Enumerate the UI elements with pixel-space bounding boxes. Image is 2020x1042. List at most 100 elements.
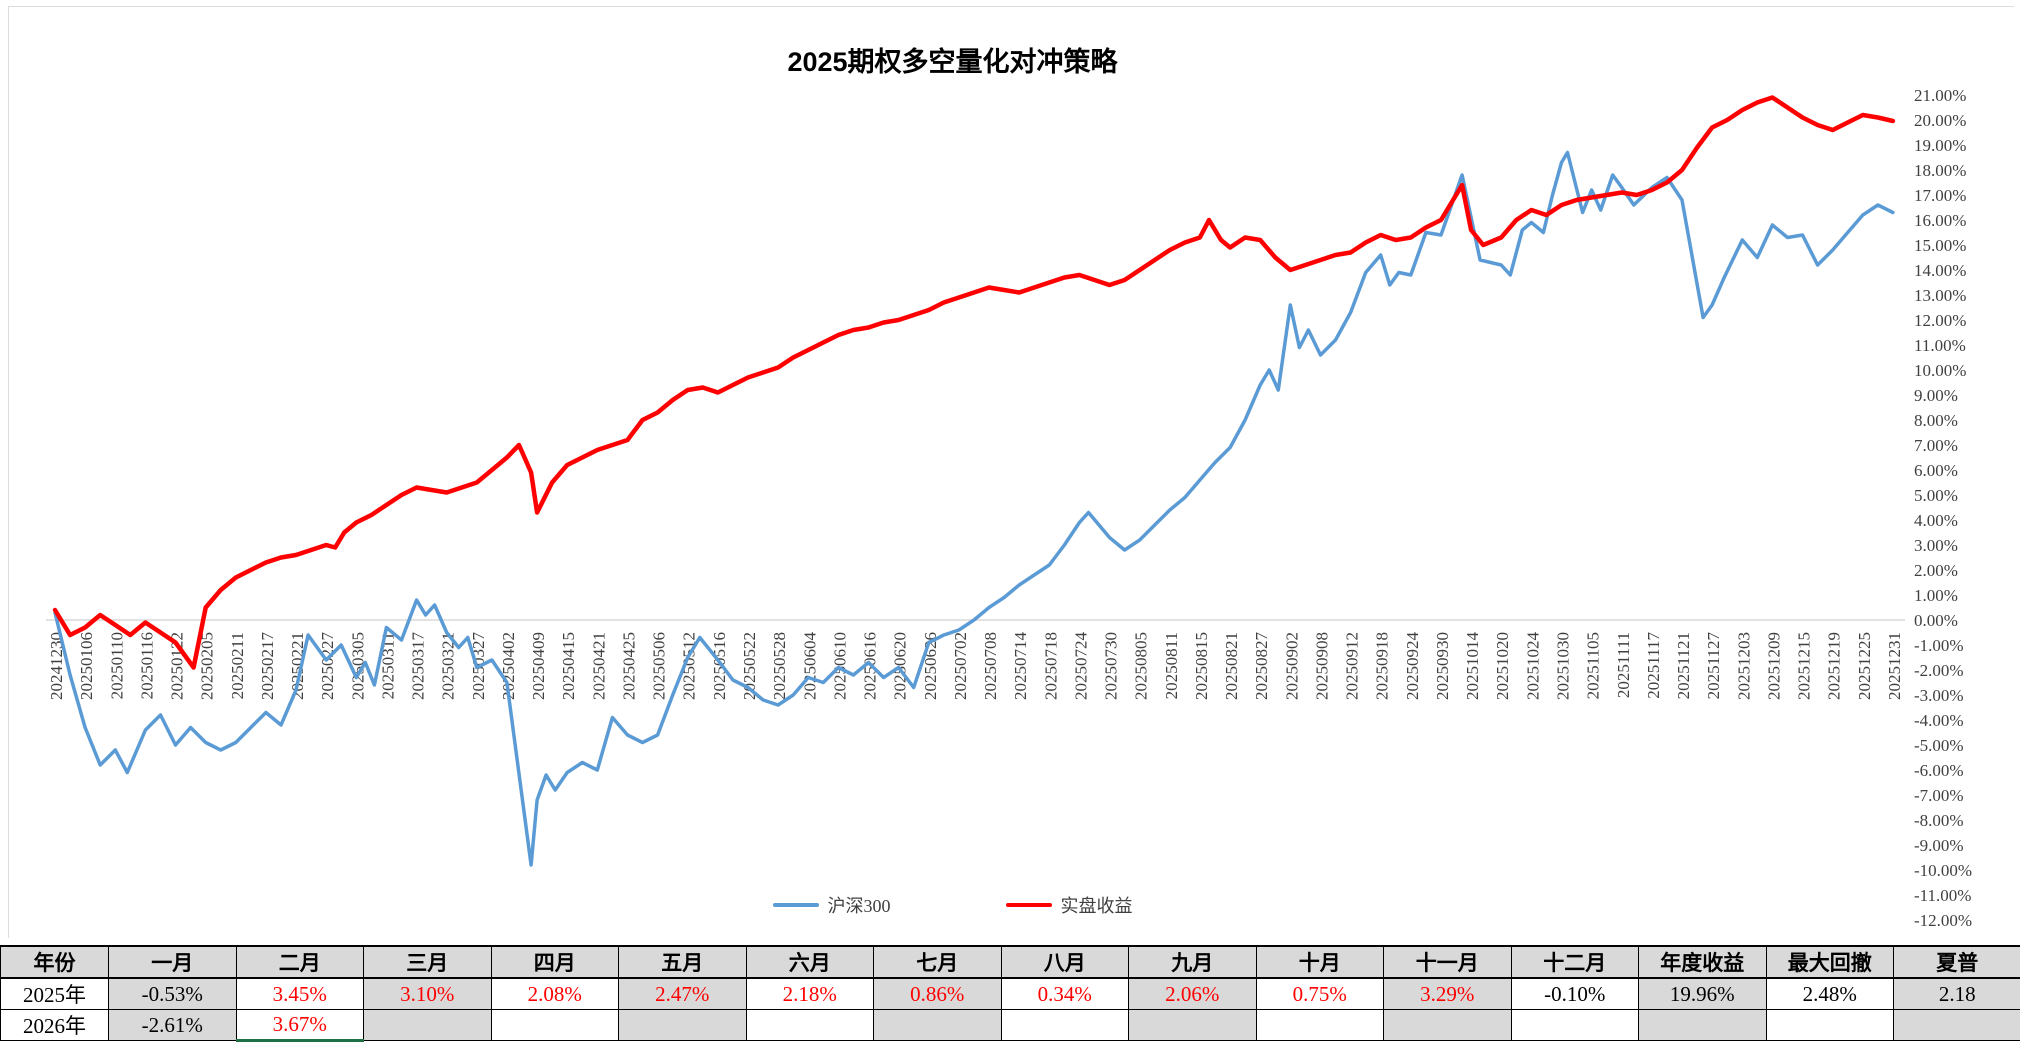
x-tick-label: 20250415 (559, 632, 578, 700)
table-cell[interactable]: -0.10% (1511, 978, 1639, 1010)
table-cell[interactable] (364, 1010, 492, 1041)
table-cell[interactable] (1001, 1010, 1129, 1041)
table-cell[interactable] (1766, 1010, 1894, 1041)
x-tick-label: 20250311 (378, 632, 397, 699)
x-tick-label: 20251020 (1493, 632, 1512, 700)
table-header-cell[interactable]: 十二月 (1511, 946, 1639, 978)
table-header-cell[interactable]: 五月 (619, 946, 747, 978)
table-cell[interactable] (619, 1010, 747, 1041)
x-tick-label: 20251219 (1825, 632, 1844, 700)
x-tick-label: 20250516 (710, 632, 729, 700)
y-tick-label: 12.00% (1914, 311, 1966, 330)
x-tick-label: 20251014 (1463, 632, 1482, 701)
table-cell[interactable]: -2.61% (109, 1010, 237, 1041)
table-cell[interactable]: 3.45% (236, 978, 364, 1010)
x-tick-label: 20250718 (1041, 632, 1060, 700)
table-header-cell[interactable]: 七月 (874, 946, 1002, 978)
y-tick-label: 13.00% (1914, 286, 1966, 305)
y-tick-label: -2.00% (1914, 661, 1964, 680)
legend-item-shipan[interactable]: 实盘收益 (1006, 892, 1133, 918)
x-tick-label: 20251203 (1734, 632, 1753, 700)
x-tick-label: 20251231 (1885, 632, 1904, 700)
x-tick-label: 20250620 (891, 632, 910, 700)
x-tick-label: 20250918 (1373, 632, 1392, 700)
x-tick-label: 20250421 (589, 632, 608, 700)
x-tick-label: 20251117 (1644, 632, 1663, 699)
table-cell[interactable] (1256, 1010, 1384, 1041)
table-cell[interactable]: 19.96% (1639, 978, 1767, 1010)
table-cell[interactable]: 2.08% (491, 978, 619, 1010)
table-header-cell[interactable]: 十月 (1256, 946, 1384, 978)
x-tick-label: 20250409 (529, 632, 548, 700)
x-tick-label: 20250317 (409, 632, 428, 701)
x-tick-label: 20250714 (1011, 632, 1030, 701)
x-tick-label: 20251209 (1764, 632, 1783, 700)
table-cell[interactable] (746, 1010, 874, 1041)
x-tick-label: 20250702 (951, 632, 970, 700)
x-tick-label: 20250805 (1132, 632, 1151, 700)
chart-legend: 沪深300 实盘收益 (0, 892, 1905, 918)
table-cell[interactable]: 2.48% (1766, 978, 1894, 1010)
table-header-cell[interactable]: 三月 (364, 946, 492, 978)
y-tick-label: 0.00% (1914, 611, 1958, 630)
table-cell[interactable] (1639, 1010, 1767, 1041)
y-tick-label: -4.00% (1914, 711, 1964, 730)
table-cell[interactable]: 2.06% (1129, 978, 1257, 1010)
y-tick-label: -12.00% (1914, 911, 1972, 930)
table-cell[interactable] (1384, 1010, 1512, 1041)
table-header-cell[interactable]: 六月 (746, 946, 874, 978)
table-cell[interactable]: 0.86% (874, 978, 1002, 1010)
x-tick-label: 20251215 (1795, 632, 1814, 700)
table-cell[interactable]: 0.75% (1256, 978, 1384, 1010)
x-tick-label: 20251127 (1704, 632, 1723, 700)
legend-label-hs300: 沪深300 (828, 892, 891, 918)
x-tick-label: 20250110 (107, 632, 126, 699)
table-header-cell[interactable]: 一月 (109, 946, 237, 978)
monthly-returns-table: 年份一月二月三月四月五月六月七月八月九月十月十一月十二月年度收益最大回撤夏普 20… (0, 945, 2020, 1042)
table-cell[interactable]: 2.47% (619, 978, 747, 1010)
y-tick-label: 20.00% (1914, 111, 1966, 130)
table-header-cell[interactable]: 八月 (1001, 946, 1129, 978)
table-header-cell[interactable]: 年份 (1, 946, 109, 978)
table-header-cell[interactable]: 九月 (1129, 946, 1257, 978)
legend-item-hs300[interactable]: 沪深300 (773, 892, 891, 918)
y-tick-label: 4.00% (1914, 511, 1958, 530)
table-cell[interactable]: 2.18 (1894, 978, 2020, 1010)
y-tick-label: 3.00% (1914, 536, 1958, 555)
table-header-cell[interactable]: 四月 (491, 946, 619, 978)
y-tick-label: 21.00% (1914, 86, 1966, 105)
table-cell[interactable] (874, 1010, 1002, 1041)
x-tick-label: 20250604 (800, 632, 819, 701)
x-tick-label: 20250106 (77, 632, 96, 700)
x-tick-label: 20250811 (1162, 632, 1181, 699)
table-year-cell[interactable]: 2026年 (1, 1010, 109, 1041)
table-cell[interactable]: 3.67% (236, 1010, 364, 1041)
x-tick-label: 20251105 (1584, 632, 1603, 699)
table-cell[interactable] (1894, 1010, 2020, 1041)
table-row: 2026年-2.61%3.67% (1, 1010, 2020, 1041)
table-cell[interactable]: 2.18% (746, 978, 874, 1010)
table-cell[interactable]: 3.10% (364, 978, 492, 1010)
x-tick-label: 20250116 (137, 632, 156, 699)
table-cell[interactable]: -0.53% (109, 978, 237, 1010)
y-tick-label: 6.00% (1914, 461, 1958, 480)
y-tick-label: -8.00% (1914, 811, 1964, 830)
table-header-cell[interactable]: 最大回撤 (1766, 946, 1894, 978)
x-tick-label: 20250902 (1282, 632, 1301, 700)
y-tick-label: 15.00% (1914, 236, 1966, 255)
legend-line-swatch-blue (773, 903, 819, 907)
table-cell[interactable] (491, 1010, 619, 1041)
table-cell[interactable]: 3.29% (1384, 978, 1512, 1010)
table-header-cell[interactable]: 二月 (236, 946, 364, 978)
table-cell[interactable]: 0.34% (1001, 978, 1129, 1010)
y-tick-label: -7.00% (1914, 786, 1964, 805)
table-cell[interactable] (1511, 1010, 1639, 1041)
series-line-hs300[interactable] (55, 153, 1893, 866)
y-tick-label: 19.00% (1914, 136, 1966, 155)
table-year-cell[interactable]: 2025年 (1, 978, 109, 1010)
table-header-cell[interactable]: 年度收益 (1639, 946, 1767, 978)
table-header-cell[interactable]: 十一月 (1384, 946, 1512, 978)
table-cell[interactable] (1129, 1010, 1257, 1041)
table-header-cell[interactable]: 夏普 (1894, 946, 2020, 978)
